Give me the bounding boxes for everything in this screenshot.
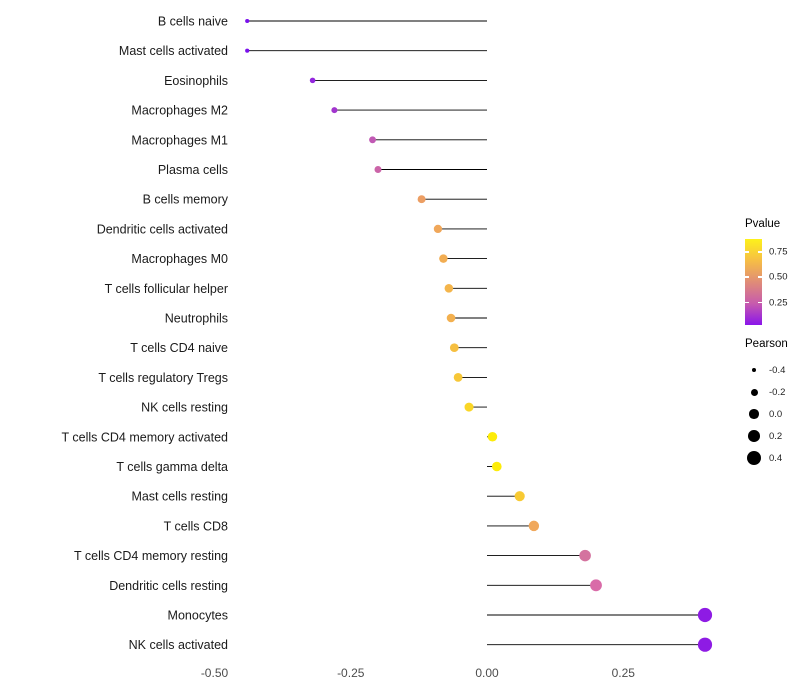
pearson-legend-entries: -0.4 -0.2 0.0 0.2 0.4: [745, 359, 788, 469]
category-label: Macrophages M1: [131, 133, 228, 147]
category-label: T cells CD4 naive: [130, 341, 228, 355]
data-point: [514, 491, 525, 502]
category-label: Monocytes: [168, 609, 228, 623]
pearson-legend-entry: -0.4: [745, 359, 788, 381]
category-label: B cells memory: [143, 193, 229, 207]
pearson-dot-wrap: [745, 388, 763, 396]
pearson-size-dot: [751, 367, 757, 373]
x-axis-tick-label: 0.00: [475, 666, 499, 680]
category-label: Macrophages M0: [131, 252, 228, 266]
pearson-legend: Pearson -0.4 -0.2 0.0 0.2 0.4: [745, 338, 788, 469]
pvalue-legend: Pvalue 0.75 0.50 0.25: [745, 218, 800, 325]
pearson-size-label: 0.0: [769, 408, 783, 420]
pvalue-tick-label: 0.50: [769, 271, 788, 283]
pearson-size-label: 0.4: [769, 452, 783, 464]
category-label: Eosinophils: [164, 74, 228, 88]
data-point: [697, 637, 713, 652]
category-label: Dendritic cells activated: [97, 222, 228, 236]
data-point: [492, 461, 502, 472]
category-label: T cells CD8: [164, 519, 228, 533]
pvalue-tick-mark: [758, 251, 762, 253]
pearson-legend-entry: 0.4: [745, 447, 788, 469]
data-point: [590, 579, 602, 592]
data-point: [417, 195, 426, 204]
pearson-legend-entry: 0.2: [745, 425, 788, 447]
data-point: [245, 48, 250, 53]
data-point: [453, 373, 463, 382]
pearson-size-dot: [748, 430, 760, 442]
category-label: NK cells resting: [141, 401, 228, 415]
pvalue-gradient-wrap: 0.75 0.50 0.25: [745, 239, 800, 325]
pvalue-legend-title: Pvalue: [745, 218, 781, 230]
category-label: B cells naive: [158, 15, 228, 29]
x-axis-tick-label: -0.50: [201, 666, 229, 680]
pearson-size-dot: [746, 450, 762, 466]
data-point: [528, 520, 540, 532]
pearson-dot-wrap: [745, 367, 763, 373]
category-label: T cells follicular helper: [105, 282, 228, 296]
data-point: [449, 343, 459, 353]
pearson-size-dot: [749, 409, 759, 419]
pvalue-gradient-bar: [745, 239, 762, 325]
pearson-legend-entry: -0.2: [745, 381, 788, 403]
pearson-legend-entry: 0.0: [745, 403, 788, 425]
pearson-dot-wrap: [745, 409, 763, 419]
pearson-dot-wrap: [745, 450, 763, 466]
category-label: Mast cells resting: [131, 490, 228, 504]
category-label: T cells CD4 memory resting: [74, 549, 228, 563]
data-point: [439, 254, 448, 263]
pearson-size-dot: [750, 388, 758, 396]
data-point: [245, 18, 250, 24]
category-label: T cells gamma delta: [116, 460, 228, 474]
data-point: [697, 607, 713, 623]
data-point: [331, 107, 338, 114]
data-point: [487, 432, 498, 442]
data-point: [309, 77, 316, 84]
x-axis-tick-label: 0.25: [612, 666, 636, 680]
pvalue-tick-mark: [745, 276, 749, 278]
x-axis-tick-label: -0.25: [337, 666, 365, 680]
pearson-legend-title: Pearson: [745, 338, 788, 350]
pvalue-tick-mark: [745, 251, 749, 253]
pearson-dot-wrap: [745, 430, 763, 442]
data-point: [444, 284, 454, 293]
category-label: T cells regulatory Tregs: [98, 371, 228, 385]
category-label: Plasma cells: [158, 163, 228, 177]
category-label: Dendritic cells resting: [109, 579, 228, 593]
pvalue-tick-label: 0.75: [769, 246, 788, 258]
data-point: [433, 224, 443, 234]
category-label: Neutrophils: [165, 312, 228, 326]
category-label: NK cells activated: [129, 638, 228, 652]
pearson-size-label: 0.2: [769, 430, 783, 442]
category-label: T cells CD4 memory activated: [62, 430, 229, 444]
data-point: [579, 549, 591, 562]
pvalue-tick-mark: [758, 301, 762, 304]
pvalue-tick-mark: [745, 301, 749, 304]
pearson-size-label: -0.2: [769, 386, 786, 398]
data-point: [464, 402, 474, 412]
pvalue-tick-label: 0.25: [769, 297, 788, 309]
pearson-size-label: -0.4: [769, 364, 786, 376]
data-point: [374, 166, 382, 173]
data-point: [369, 136, 376, 144]
pvalue-tick-mark: [758, 276, 762, 278]
category-label: Mast cells activated: [119, 44, 228, 58]
category-label: Macrophages M2: [131, 104, 228, 118]
data-point: [446, 313, 456, 323]
